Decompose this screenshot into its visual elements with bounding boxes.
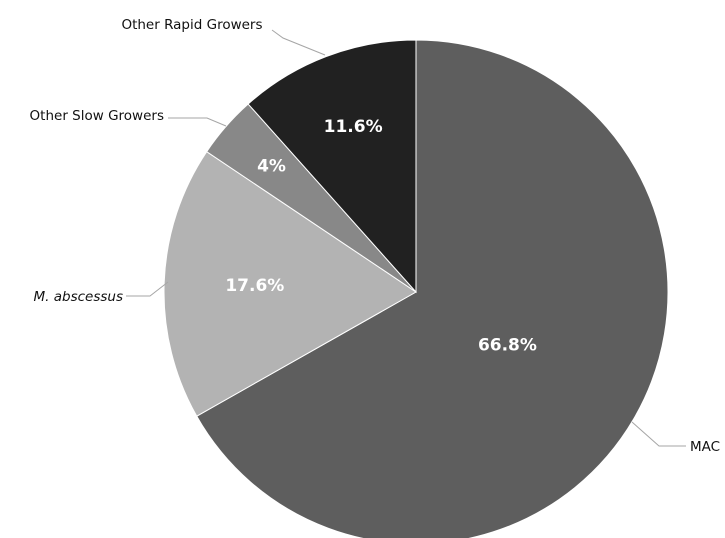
leader-line-m-abscessus [126,281,169,297]
leader-line-other-rapid-growers [271,29,326,56]
value-label-m-abscessus: 17.6% [225,276,284,296]
pie-slices [163,39,669,538]
pie-slice-m-abscessus [163,150,417,417]
leader-lines [126,29,686,447]
value-label-other-slow-growers: 4% [257,156,286,176]
category-label-other-rapid-growers: Other Rapid Growers [121,17,262,33]
category-label-other-slow-growers: Other Slow Growers [30,108,164,124]
leader-line-mac [631,421,686,447]
category-labels: MAC M. abscessus Other Slow Growers Other R… [30,17,721,455]
leader-line-other-slow-growers [168,117,227,127]
pie-slice-other-rapid-growers [247,39,417,294]
pie-slice-mac [196,39,669,538]
category-label-m-abscessus: M. abscessus [34,289,124,305]
value-labels: 66.8% 17.6% 4% 11.6% [225,117,537,355]
value-label-mac: 66.8% [478,335,537,355]
category-label-mac: MAC [690,439,720,455]
value-label-other-rapid-growers: 11.6% [324,117,383,137]
